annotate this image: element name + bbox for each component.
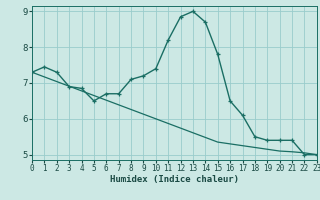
X-axis label: Humidex (Indice chaleur): Humidex (Indice chaleur) [110, 175, 239, 184]
